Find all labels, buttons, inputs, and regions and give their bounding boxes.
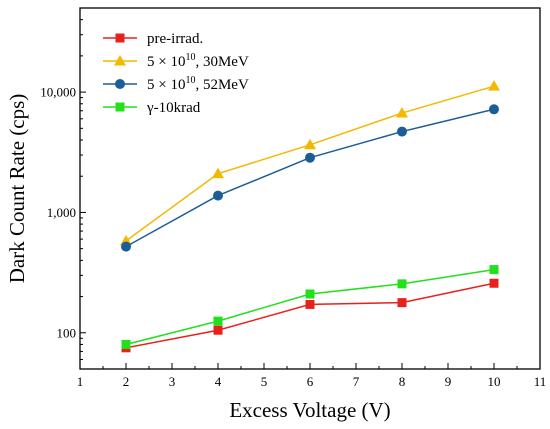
series-4-point <box>489 265 499 275</box>
x-tick-label: 11 <box>534 374 547 389</box>
legend-label: 5 × 1010, 30MeV <box>147 52 249 70</box>
series-4 <box>121 265 499 349</box>
series-4-point <box>213 316 223 326</box>
legend-marker <box>114 55 126 66</box>
x-tick-label: 7 <box>353 374 360 389</box>
y-tick-label: 1,000 <box>47 205 76 220</box>
y-tick-label: 10,000 <box>40 85 76 100</box>
x-tick-label: 5 <box>261 374 268 389</box>
x-tick-label: 9 <box>445 374 452 389</box>
legend-marker <box>115 102 125 112</box>
y-tick-label: 100 <box>57 325 77 340</box>
legend-label: pre-irrad. <box>147 31 203 47</box>
x-tick-label: 2 <box>123 374 130 389</box>
series-3-point <box>305 152 315 163</box>
legend-item: 5 × 1010, 52MeV <box>103 75 249 93</box>
legend-label-exponent: 10 <box>185 52 195 63</box>
legend-marker <box>115 33 125 43</box>
series-4-point <box>397 279 407 289</box>
series-2-point <box>304 138 316 150</box>
legend-marker <box>115 79 125 89</box>
y-axis-title: Dark Count Rate (cps) <box>5 94 29 284</box>
series-1-point <box>489 278 499 288</box>
series-4-point <box>121 339 131 349</box>
x-tick-label: 4 <box>215 374 222 389</box>
legend-item: pre-irrad. <box>103 31 203 47</box>
legend-item: 5 × 1010, 30MeV <box>103 52 249 70</box>
series-3-point <box>489 104 499 115</box>
legend-label-suffix: , 30MeV <box>195 54 248 70</box>
series-3 <box>121 104 499 252</box>
series-1-point <box>397 298 407 308</box>
series-3-line <box>125 108 495 248</box>
x-axis-title: Excess Voltage (V) <box>229 398 390 422</box>
x-tick-label: 8 <box>399 374 406 389</box>
plot-area: 1 2 3 4 5 6 7 8 9 10 11 100 1,000 10,000 pre-irrad. 5 … <box>40 7 547 389</box>
legend-label-exponent: 10 <box>185 75 195 86</box>
x-tick-label: 1 <box>77 374 84 389</box>
x-tick-label: 3 <box>169 374 176 389</box>
series-2-point <box>396 107 408 118</box>
x-tick-label: 10 <box>488 374 501 389</box>
x-tick-label: 6 <box>307 374 314 389</box>
series-1-point <box>305 299 315 309</box>
legend-label: 5 × 1010, 52MeV <box>147 75 249 93</box>
axis-ticks: 1 2 3 4 5 6 7 8 9 10 11 100 1,000 10,000 <box>40 19 547 389</box>
series-2-point <box>212 167 224 179</box>
legend-label-text: pre-irrad. <box>147 31 203 47</box>
legend-label-suffix: , 52MeV <box>195 77 248 93</box>
data-series <box>120 80 500 353</box>
legend-label: γ-10krad <box>146 100 201 116</box>
series-1-point <box>213 325 223 335</box>
legend-item: γ-10krad <box>103 100 201 116</box>
legend-label-text: 5 × 10 <box>147 54 185 70</box>
series-3-point <box>121 241 131 252</box>
legend-label-text: γ-10krad <box>146 100 201 116</box>
series-3-point <box>213 190 223 201</box>
legend-label-text: 5 × 10 <box>147 77 185 93</box>
series-2 <box>120 80 500 246</box>
series-3-point <box>397 126 407 137</box>
series-2-point <box>488 80 500 91</box>
series-4-point <box>305 289 315 299</box>
